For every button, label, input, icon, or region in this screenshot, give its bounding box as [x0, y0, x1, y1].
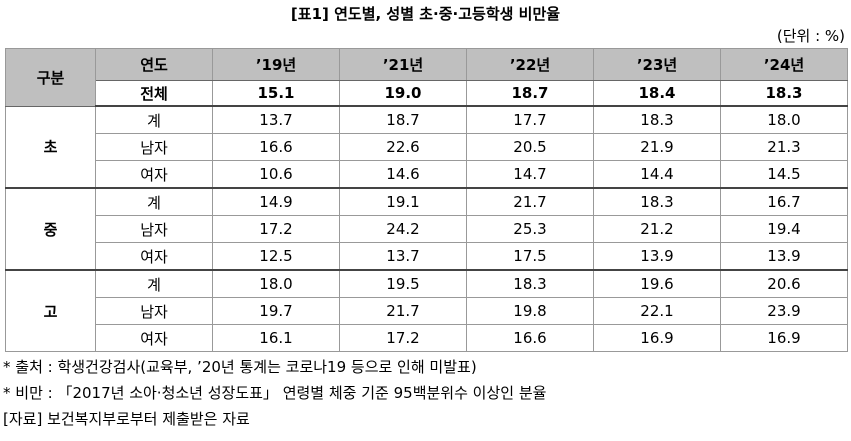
cell: 23.9 — [720, 297, 848, 325]
cell: 13.9 — [720, 242, 848, 271]
header-cell: ’21년 — [339, 48, 467, 81]
cell: 계 — [95, 187, 213, 216]
header-cell: ’23년 — [593, 48, 721, 81]
header-cell: ’22년 — [466, 48, 594, 81]
cell: 21.7 — [339, 297, 467, 325]
cell: 19.7 — [212, 297, 340, 325]
cell: 24.2 — [339, 215, 467, 243]
group-cell: 고 — [5, 269, 96, 352]
cell: 21.3 — [720, 133, 848, 161]
cell: 22.6 — [339, 133, 467, 161]
data-row: 남자 17.2 24.2 25.3 21.2 19.4 — [6, 215, 848, 243]
cell: 16.1 — [212, 324, 340, 352]
group-cell: 중 — [5, 187, 96, 271]
cell: 18.3 — [593, 105, 721, 134]
data-row: 초 계 13.7 18.7 17.7 18.3 18.0 — [5, 105, 848, 189]
cell: 16.9 — [720, 324, 848, 352]
data-row: 고 계 18.0 19.5 18.3 19.6 20.6 — [5, 269, 848, 352]
cell: 18.0 — [720, 105, 848, 134]
cell: 18.3 — [466, 269, 594, 298]
cell: 20.5 — [466, 133, 594, 161]
table: 구분 연도 ’19년 ’21년 ’22년 ’23년 ’24년 전체 15.1 19.0 18.7 18… — [5, 48, 848, 352]
cell: 16.6 — [466, 324, 594, 352]
total-cell: 18.3 — [720, 80, 848, 107]
data-row: 남자 16.6 22.6 20.5 21.9 21.3 — [6, 133, 848, 161]
cell: 계 — [95, 269, 213, 298]
cell: 18.0 — [212, 269, 340, 298]
cell: 17.2 — [339, 324, 467, 352]
total-cell: 15.1 — [212, 80, 340, 107]
cell: 14.7 — [466, 160, 594, 189]
cell: 16.6 — [212, 133, 340, 161]
cell: 13.7 — [339, 242, 467, 271]
header-cell: 연도 — [95, 48, 213, 81]
data-row: 중 계 14.9 19.1 21.7 18.3 16.7 — [5, 187, 848, 271]
cell: 16.9 — [593, 324, 721, 352]
cell: 여자 — [95, 160, 213, 189]
note: * 비만 : 「2017년 소아·청소년 성장도표」 연령별 체중 기준 95백… — [3, 384, 547, 402]
data-row: 여자 12.5 13.7 17.5 13.9 13.9 — [6, 242, 848, 271]
cell: 21.2 — [593, 215, 721, 243]
title: [표1] 연도별, 성별 초·중·고등학생 비만율 — [290, 5, 561, 23]
cell: 13.7 — [212, 105, 340, 134]
data-row: 여자 10.6 14.6 14.7 14.4 14.5 — [6, 160, 848, 189]
cell: 여자 — [95, 324, 213, 352]
cell: 17.7 — [466, 105, 594, 134]
cell: 19.6 — [593, 269, 721, 298]
cell: 21.9 — [593, 133, 721, 161]
cell: 12.5 — [212, 242, 340, 271]
cell: 19.8 — [466, 297, 594, 325]
total-cell: 전체 — [95, 80, 213, 107]
data-row: 여자 16.1 17.2 16.6 16.9 16.9 — [6, 324, 848, 352]
cell: 계 — [95, 105, 213, 134]
data-row: 남자 19.7 21.7 19.8 22.1 23.9 — [6, 297, 848, 325]
unit: (단위 : %) — [776, 27, 845, 45]
cell: 14.5 — [720, 160, 848, 189]
cell: 17.5 — [466, 242, 594, 271]
total-row: 전체 15.1 19.0 18.7 18.4 18.3 — [6, 80, 848, 107]
cell: 25.3 — [466, 215, 594, 243]
header-cell: ’24년 — [720, 48, 848, 81]
cell: 14.9 — [212, 187, 340, 216]
cell: 16.7 — [720, 187, 848, 216]
cell: 19.5 — [339, 269, 467, 298]
cell: 21.7 — [466, 187, 594, 216]
cell: 19.4 — [720, 215, 848, 243]
cell: 남자 — [95, 215, 213, 243]
cell: 10.6 — [212, 160, 340, 189]
header-cell: ’19년 — [212, 48, 340, 81]
cell: 19.1 — [339, 187, 467, 216]
cell: 18.3 — [593, 187, 721, 216]
total-cell: 18.7 — [466, 80, 594, 107]
cell: 13.9 — [593, 242, 721, 271]
cell: 여자 — [95, 242, 213, 271]
cell: 17.2 — [212, 215, 340, 243]
group-cell: 초 — [5, 105, 96, 189]
total-cell: 19.0 — [339, 80, 467, 107]
cell: 14.6 — [339, 160, 467, 189]
corner-cell: 구분 — [5, 48, 96, 107]
note: [자료] 보건복지부로부터 제출받은 자료 — [3, 410, 250, 428]
header-row: 구분 연도 ’19년 ’21년 ’22년 ’23년 ’24년 — [5, 48, 848, 107]
cell: 남자 — [95, 133, 213, 161]
note: * 출처 : 학생건강검사(교육부, ’20년 통계는 코로나19 등으로 인해… — [3, 358, 477, 376]
cell: 14.4 — [593, 160, 721, 189]
cell: 18.7 — [339, 105, 467, 134]
total-cell: 18.4 — [593, 80, 721, 107]
cell: 20.6 — [720, 269, 848, 298]
cell: 22.1 — [593, 297, 721, 325]
cell: 남자 — [95, 297, 213, 325]
